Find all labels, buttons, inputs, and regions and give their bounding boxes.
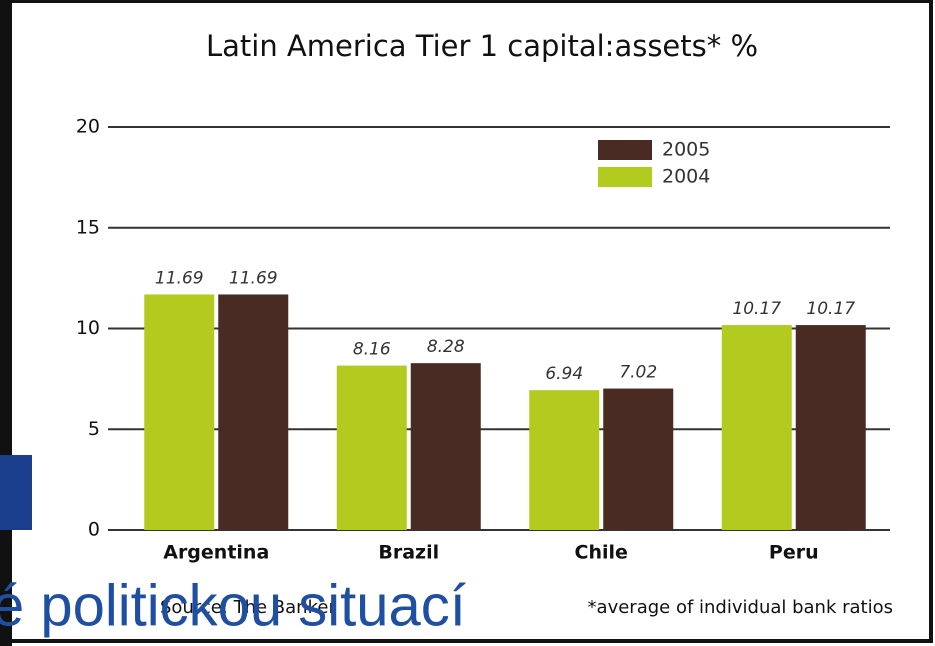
x-tick-label: Chile [575,542,628,564]
legend-label: 2005 [662,139,710,161]
bar [529,390,600,530]
y-tick-label: 10 [76,317,100,339]
value-label: 8.16 [353,340,391,360]
slide-text: é politickou situací [0,573,466,638]
source: Source: The Banker [160,597,336,618]
bar [410,363,481,530]
value-label: 7.02 [619,363,657,383]
bar [721,325,792,530]
bar [218,294,289,530]
x-tick-label: Argentina [163,542,269,564]
bar [336,365,407,530]
y-tick-label: 15 [76,216,100,238]
legend-swatch [598,167,652,187]
value-label: 10.17 [732,299,781,319]
legend-swatch [598,140,652,160]
y-tick-label: 20 [76,116,100,138]
footnote: *average of individual bank ratios [588,597,893,618]
value-label: 10.17 [806,299,855,319]
x-tick-label: Peru [769,542,819,564]
left-edge [0,0,12,646]
bar [144,294,215,530]
y-tick-label: 0 [88,519,100,541]
bar [795,325,866,530]
value-label: 11.69 [155,268,204,288]
legend-label: 2004 [662,166,710,188]
x-tick-label: Brazil [378,542,439,564]
chart-title: Latin America Tier 1 capital:assets* % [206,29,758,63]
slide-block [0,455,32,530]
bar [603,388,674,530]
value-label: 11.69 [229,268,278,288]
value-label: 8.28 [427,337,465,357]
y-tick-label: 5 [88,418,100,440]
value-label: 6.94 [545,364,583,384]
